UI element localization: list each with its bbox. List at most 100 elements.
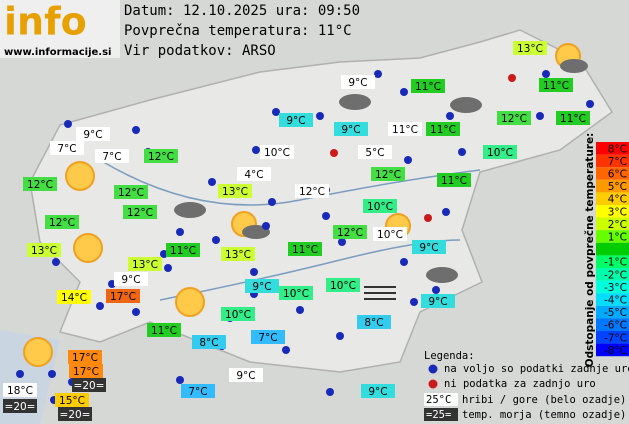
scale-swatch [596,217,629,231]
station-label-box [106,289,140,303]
station-label: 12°C [375,169,401,181]
country-area [29,29,614,373]
scale-swatch [596,205,629,218]
station-label: 14°C [61,292,87,304]
source-line: Vir podatkov: ARSO [124,43,276,59]
station-dot [536,112,544,120]
station-label: 7°C [57,143,76,155]
station-label-box [288,242,322,256]
station-label: 8°C [199,337,218,349]
station-label: 9°C [286,115,305,127]
station-label: 12°C [148,151,174,163]
station-label-box [50,141,84,155]
station-label-box [279,286,313,300]
station-label-box [251,330,285,344]
station-label: 11°C [560,113,586,125]
scale-swatch [596,318,629,331]
station-label: 13°C [225,249,251,261]
station-dot [400,258,408,266]
station-label-box [72,378,106,392]
station-dot [176,228,184,236]
station-label-box [245,279,279,293]
station-label: 9°C [419,242,438,254]
logo: info [4,0,87,44]
station-label-box [412,240,446,254]
station-label-box [363,199,397,213]
station-label-box [57,290,91,304]
station-label-box [341,75,375,89]
station-label-box [326,278,360,292]
station-label: 15°C [59,395,85,407]
station-label: 11°C [441,175,467,187]
station-dot [326,388,334,396]
station-label: 11°C [543,80,569,92]
scale-label: -2°C [604,269,627,281]
station-label-box [229,368,263,382]
station-label: 12°C [299,186,325,198]
station-dot [164,264,172,272]
station-label-box [373,227,407,241]
station-dot [272,108,280,116]
station-dot [96,302,104,310]
station-label-box [45,215,79,229]
station-label-box [144,149,178,163]
station-label: 10°C [367,201,393,213]
station-label-box [218,184,252,198]
station-label: =20= [74,380,105,392]
station-label: 13°C [132,259,158,271]
scale-swatch [596,255,629,268]
cloud [174,202,206,218]
station-label: 11°C [415,81,441,93]
legend-red-dot [428,379,438,389]
fog-icon [364,286,396,300]
station-label: 13°C [517,43,543,55]
legend-sea-swatch [424,408,458,421]
station-dot [64,120,72,128]
station-label-box [23,177,57,191]
station-dot [282,346,290,354]
station-label: 17°C [72,352,98,364]
station-label-box [3,399,37,413]
station-label: 10°C [283,288,309,300]
station-dot [250,268,258,276]
station-label: 13°C [222,186,248,198]
station-label-box [357,315,391,329]
station-dot [400,88,408,96]
scale-swatch [596,293,629,306]
station-label: 12°C [501,113,527,125]
scale-swatch [596,305,629,319]
legend-sea-sample: =25= [426,409,451,421]
river [99,159,481,206]
station-label: 11°C [392,124,418,136]
average-line: Povprečna temperatura: 11°C [124,23,352,39]
scale-label: 4°C [608,194,627,206]
scale-label: 8°C [608,143,627,155]
station-label: 10°C [225,309,251,321]
sun [65,161,95,191]
stations: 13°C 9°C 11°C 11°C 9°C 9°C 11°C 11°C 12°C 11°C 9°C… [3,41,594,421]
scale-swatch [596,331,629,344]
scale-swatch [596,268,629,281]
scale-title: Odstopanje od povprečne temperature: [584,133,596,368]
legend-missing: ni podatka za zadnjo uro [444,378,596,390]
station-label: 10°C [264,147,290,159]
station-dot [404,156,412,164]
station-label-box [237,167,271,181]
sun [73,233,103,263]
station-dot [212,236,220,244]
station-label: 7°C [102,151,121,163]
scale-swatch [596,167,629,180]
station-label: 9°C [83,129,102,141]
station-label-box [483,145,517,159]
station-label-box [358,145,392,159]
legend-mountain-sample: 25°C [426,394,451,406]
station-label: 8°C [364,317,383,329]
station-label: 9°C [341,124,360,136]
station-label-box [181,384,215,398]
scale-swatch [596,242,629,256]
cloud-icons [174,59,588,283]
station-label-box [260,145,294,159]
station-label-box [295,184,329,198]
scale-swatch [596,343,629,357]
station-dot [268,198,276,206]
